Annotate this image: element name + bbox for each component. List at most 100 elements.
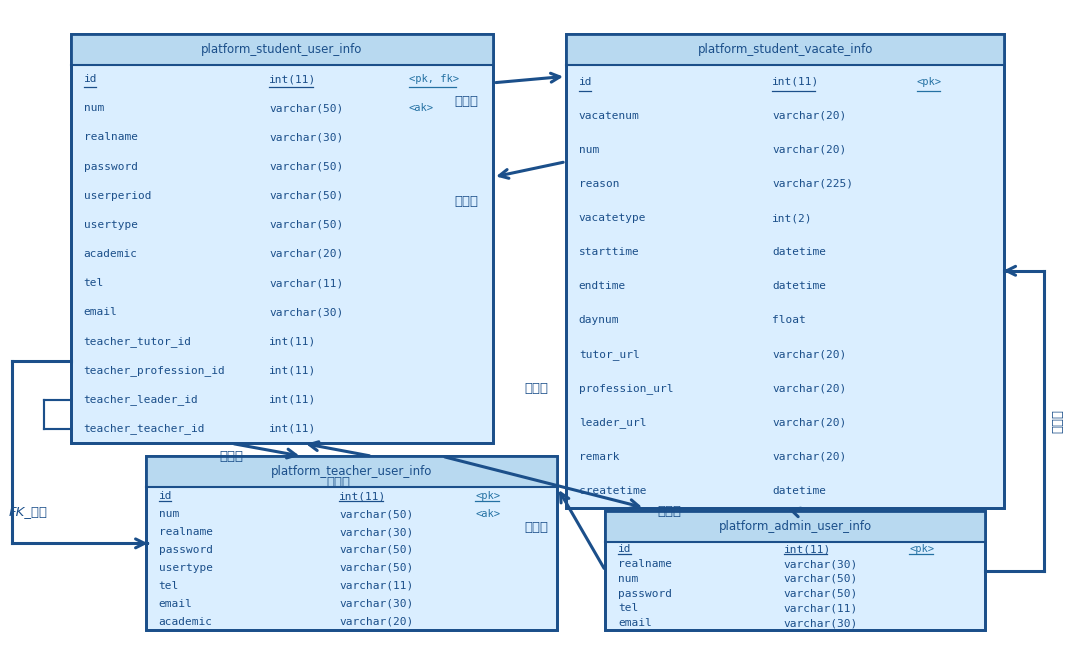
Text: varchar(11): varchar(11) [339,581,414,591]
Text: realname: realname [84,132,137,143]
Text: 多对多: 多对多 [326,476,351,489]
Text: int(11): int(11) [339,491,387,501]
Text: 一对多: 一对多 [455,95,478,108]
Text: platform_student_vacate_info: platform_student_vacate_info [698,43,873,56]
FancyBboxPatch shape [566,34,1004,65]
Text: 多对多: 多对多 [220,450,243,463]
Text: usertype: usertype [84,220,137,230]
FancyBboxPatch shape [606,511,985,631]
Text: num: num [579,145,599,155]
Text: academic: academic [159,616,212,627]
Text: 一对多: 一对多 [1052,409,1064,433]
Text: datetime: datetime [772,281,827,291]
Text: password: password [84,161,137,172]
Text: int(11): int(11) [269,395,316,404]
Text: profession_url: profession_url [579,383,673,394]
Text: 多对一: 多对一 [455,195,478,208]
Text: varchar(11): varchar(11) [269,278,344,288]
Text: varchar(20): varchar(20) [772,145,846,155]
Text: varchar(50): varchar(50) [784,574,859,584]
Text: email: email [159,599,192,608]
Text: id: id [84,74,98,84]
Text: float: float [772,316,806,325]
Text: starttime: starttime [579,247,640,257]
Text: FK_外键: FK_外键 [9,505,47,518]
Text: createtime: createtime [579,486,646,496]
Text: tel: tel [159,581,179,591]
Text: varchar(20): varchar(20) [772,384,846,393]
Text: id: id [579,76,592,87]
Text: datetime: datetime [772,486,827,496]
Text: varchar(50): varchar(50) [339,563,414,573]
Text: varchar(30): varchar(30) [784,559,859,569]
Text: int(11): int(11) [772,76,819,87]
FancyBboxPatch shape [146,456,557,487]
Text: int(11): int(11) [269,424,316,434]
Text: academic: academic [84,249,137,259]
Text: <pk>: <pk> [917,76,941,87]
Text: int(2): int(2) [772,213,813,223]
Text: varchar(50): varchar(50) [269,220,344,230]
Text: <ak>: <ak> [475,509,500,519]
FancyBboxPatch shape [146,456,557,631]
Text: platform_teacher_user_info: platform_teacher_user_info [271,465,432,478]
Text: varchar(50): varchar(50) [339,509,414,519]
Text: num: num [159,509,179,519]
FancyBboxPatch shape [566,34,1004,508]
Text: realname: realname [159,527,212,537]
FancyBboxPatch shape [71,34,493,65]
Text: usertype: usertype [159,563,212,573]
Text: tutor_url: tutor_url [579,349,640,360]
Text: teacher_tutor_id: teacher_tutor_id [84,336,192,347]
Text: varchar(20): varchar(20) [772,418,846,428]
Text: int(11): int(11) [269,336,316,347]
Text: teacher_leader_id: teacher_leader_id [84,394,198,405]
Text: varchar(30): varchar(30) [339,527,414,537]
Text: 一对多: 一对多 [524,521,548,534]
Text: 一对多: 一对多 [657,505,682,518]
Text: <pk, fk>: <pk, fk> [408,74,459,84]
Text: reason: reason [579,179,620,189]
Text: id: id [159,491,173,501]
Text: 一对多: 一对多 [524,382,548,395]
Text: id: id [619,544,631,555]
Text: varchar(30): varchar(30) [269,132,344,143]
Text: realname: realname [619,559,672,569]
Text: varchar(20): varchar(20) [772,349,846,360]
Text: num: num [619,574,639,584]
Text: leader_url: leader_url [579,417,646,428]
Text: varchar(11): varchar(11) [784,603,859,614]
Text: int(11): int(11) [784,544,831,555]
Text: varchar(50): varchar(50) [269,191,344,201]
Text: teacher_teacher_id: teacher_teacher_id [84,423,205,434]
Text: teacher_profession_id: teacher_profession_id [84,365,225,376]
FancyBboxPatch shape [71,34,493,443]
Text: varchar(30): varchar(30) [784,618,859,628]
Text: varchar(20): varchar(20) [269,249,344,259]
Text: varchar(20): varchar(20) [772,452,846,462]
Text: varchar(50): varchar(50) [269,103,344,113]
Text: varchar(20): varchar(20) [772,111,846,121]
Text: password: password [619,588,672,599]
Text: platform_admin_user_info: platform_admin_user_info [718,520,872,533]
Text: tel: tel [619,603,639,614]
Text: varchar(30): varchar(30) [269,307,344,318]
Text: varchar(50): varchar(50) [339,545,414,555]
Text: daynum: daynum [579,316,620,325]
Text: vacatenum: vacatenum [579,111,640,121]
Text: password: password [159,545,212,555]
Text: tel: tel [84,278,104,288]
Text: <ak>: <ak> [408,103,434,113]
Text: <pk>: <pk> [475,491,500,501]
Text: varchar(225): varchar(225) [772,179,853,189]
Text: num: num [84,103,104,113]
Text: int(11): int(11) [269,74,316,84]
Text: varchar(50): varchar(50) [269,161,344,172]
Text: userperiod: userperiod [84,191,151,201]
Text: varchar(30): varchar(30) [339,599,414,608]
Text: email: email [619,618,652,628]
Text: vacatetype: vacatetype [579,213,646,223]
Text: email: email [84,307,118,318]
Text: endtime: endtime [579,281,626,291]
Text: remark: remark [579,452,620,462]
